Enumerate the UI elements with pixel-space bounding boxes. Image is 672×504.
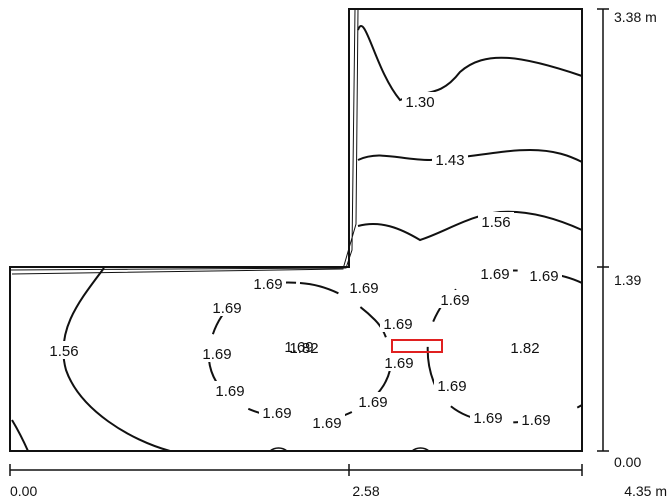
contour-label: 1.69	[212, 300, 241, 317]
x-axis-tick-label: 2.58	[352, 483, 379, 499]
room-outline-detail	[9, 8, 359, 275]
contour-label: 1.69	[473, 410, 502, 427]
room-outline	[9, 8, 583, 452]
x-axis-tick-label: 0.00	[10, 483, 37, 499]
y-axis: 3.38 m 1.39 0.00	[597, 8, 657, 470]
x-axis-tick-label: 4.35 m	[624, 483, 667, 499]
contour-line-1-43	[357, 148, 583, 163]
contour-label: 1.69	[253, 276, 282, 293]
contour-label: 1.82	[510, 340, 539, 357]
contour-label: 1.69	[480, 266, 509, 283]
contour-label: 1.69	[521, 412, 550, 429]
contour-line-1-56-left-a	[62, 267, 171, 452]
contour-label: 1.69	[215, 383, 244, 400]
y-axis-tick-label: 0.00	[614, 454, 641, 470]
contour-label: 1.56	[49, 343, 78, 360]
luminaire-marker	[391, 339, 443, 353]
contour-label: 1.82	[289, 340, 318, 357]
contour-label: 1.69	[529, 268, 558, 285]
x-axis: 0.00 2.58 4.35 m	[9, 464, 667, 499]
contour-label: 1.43	[435, 152, 464, 169]
contour-label: 1.69	[262, 405, 291, 422]
contour-label: 1.56	[481, 214, 510, 231]
contour-label: 1.69	[383, 316, 412, 333]
y-axis-tick-label: 1.39	[614, 272, 641, 288]
contour-label: 1.69	[349, 280, 378, 297]
contour-labels: 1.30 1.43 1.56 1.56 1.69 1.69 1.69 1.69 …	[46, 92, 562, 455]
contour-label: 1.69	[440, 292, 469, 309]
contour-label: 1.69	[384, 355, 413, 372]
contour-label: 1.69	[358, 394, 387, 411]
bottom-edge-detail	[269, 447, 430, 452]
contour-label: 1.30	[405, 94, 434, 111]
contour-label: 1.69	[312, 415, 341, 432]
contour-line-1-69-left-oval	[207, 281, 392, 422]
contour-line-1-56-upper	[357, 210, 583, 242]
contour-label: 1.69	[437, 378, 466, 395]
contour-line-1-56-left-b	[11, 419, 29, 452]
contour-line-1-30	[357, 25, 583, 102]
y-axis-tick-label: 3.38 m	[614, 9, 657, 25]
contour-label: 1.69	[284, 339, 313, 356]
contour-label: 1.69	[202, 346, 231, 363]
